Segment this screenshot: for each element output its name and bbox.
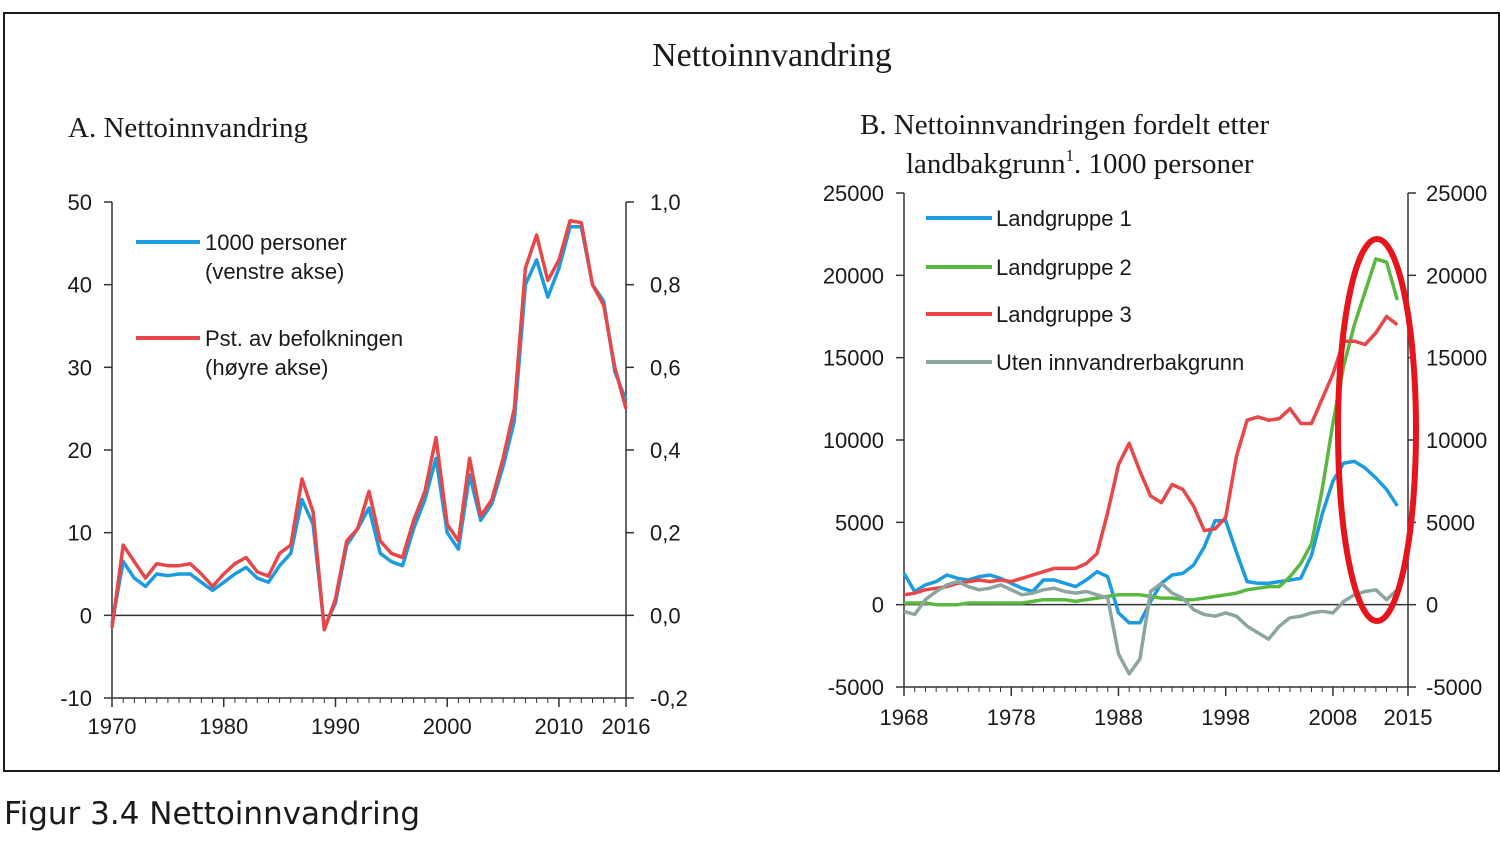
panel-a-y-left-tick-label: 40 [68,273,92,298]
panel-b-y-left-tick-label: 10000 [823,428,884,453]
legend-label-hoyre-akse: (høyre akse) [205,355,328,380]
panel-a-y-right-tick-label: 1,0 [650,190,681,215]
panel-b-x-tick-label: 2015 [1384,705,1433,730]
panel-b-y-left-tick-label: -5000 [828,675,884,700]
panel-b-y-right-tick-label: 25000 [1426,181,1487,206]
panel-a-y-left-tick-label: -10 [60,686,92,711]
panel-b-y-right-tick-label: 10000 [1426,428,1487,453]
panel-b-x-tick-label: 2008 [1308,705,1357,730]
panel-a-title: A. Nettoinnvandring [68,112,308,144]
panel-b-x-tick-label: 1988 [1094,705,1143,730]
panel-b-y-left-tick-label: 20000 [823,263,884,288]
legend-label-venstre-akse: (venstre akse) [205,259,344,284]
panel-b-series-landgruppe-2 [904,257,1399,607]
panel-b-y-right-tick-label: 15000 [1426,346,1487,371]
panel-b-x-tick-label: 1968 [880,705,929,730]
panel-b-y-right-tick-label: 20000 [1426,263,1487,288]
panel-a-series-1000-personer-venstre-akse [110,225,628,630]
legend-label-landgruppe-1: Landgruppe 1 [996,206,1132,231]
figure-title: Nettoinnvandring [652,37,892,74]
highlight-ellipse [1335,236,1419,624]
panel-a-y-right-tick-label: 0,2 [650,521,681,546]
panel-b-title-line2: landbakgrunn1. 1000 personer [906,146,1254,180]
panel-a-x-tick-label: 1980 [199,714,248,739]
panel-b-y-left-tick-label: 0 [872,593,884,618]
panel-b-x-tick-label: 1978 [987,705,1036,730]
panel-a-series-pst-av-befolkningen-hoyre-akse [110,218,628,632]
panel-a-y-right-tick-label: 0,4 [650,438,681,463]
panel-a-x-tick-label: 2000 [423,714,472,739]
panel-b-y-left-tick-label: 25000 [823,181,884,206]
panel-a-y-right-tick-label: 0,0 [650,603,681,628]
panel-b-chart: 1968 1978 1988 1998 2008 2015 -5000 -5000 0 0 5000… [823,181,1487,730]
panel-b-title-line1: B. Nettoinnvandringen fordelt etter [860,109,1269,141]
panel-a-y-right-tick-label: 0,6 [650,355,681,380]
panel-a-x-tick-label: 1970 [88,714,137,739]
panel-b-series-landgruppe-3 [903,314,1399,597]
panel-a-chart: 1970 1980 1990 2000 2010 2016 -10 0 10 20 30 40 50 -0… [60,190,688,739]
legend-label-landgruppe-3: Landgruppe 3 [996,302,1132,327]
panel-b-y-right-tick-label: -5000 [1426,675,1482,700]
panel-b-legend: Landgruppe 1 Landgruppe 2 Landgruppe 3 U… [926,206,1244,375]
panel-b-series-uten-innvandrerbakgrunn [903,579,1399,676]
panel-b-y-left-tick-label: 15000 [823,346,884,371]
panel-a-y-left-tick-label: 30 [68,355,92,380]
legend-label-landgruppe-2: Landgruppe 2 [996,255,1132,280]
panel-a-y-left-tick-label: 20 [68,438,92,463]
panel-a-x-tick-label: 2010 [534,714,583,739]
panel-a-y-left-tick-label: 50 [68,190,92,215]
legend-label-pst-befolkningen: Pst. av befolkningen [205,326,403,351]
panel-a-legend: 1000 personer (venstre akse) Pst. av bef… [136,230,403,380]
panel-b-y-right-tick-label: 5000 [1426,510,1475,535]
panel-b-x-tick-label: 1998 [1201,705,1250,730]
panel-a-x-tick-label: 1990 [311,714,360,739]
panel-a-y-right-tick-label: 0,8 [650,273,681,298]
figure-caption: Figur 3.4 Nettoinnvandring [4,796,421,832]
legend-label-1000-personer: 1000 personer [205,230,347,255]
panel-a-y-left-tick-label: 0 [80,603,92,628]
panel-b-y-right-tick-label: 0 [1426,593,1438,618]
panel-a-y-left-tick-label: 10 [68,521,92,546]
panel-a-x-tick-label: 2016 [602,714,651,739]
panel-b-y-left-tick-label: 5000 [835,510,884,535]
figure-frame [3,12,1500,772]
legend-label-uten-innvandrerbakgrunn: Uten innvandrerbakgrunn [996,350,1244,375]
panel-a-y-right-tick-label: -0,2 [650,686,688,711]
